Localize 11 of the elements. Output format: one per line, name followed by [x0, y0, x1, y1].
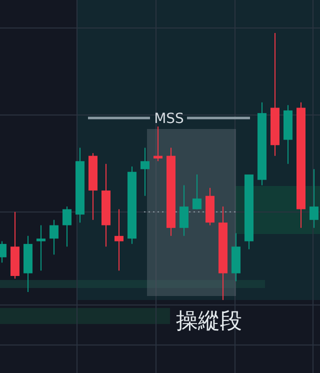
- candlestick: [192, 174, 202, 210]
- candlestick: [36, 224, 46, 272]
- annotation: MSS: [154, 111, 184, 127]
- candlestick: [154, 126, 162, 162]
- candlestick: [310, 168, 318, 228]
- candlestick: [62, 206, 72, 248]
- candlestick: [50, 219, 58, 256]
- text: 操縱段: [176, 309, 242, 334]
- candlestick: [180, 184, 188, 236]
- candlestick: [114, 208, 124, 272]
- candlestick: [140, 147, 150, 196]
